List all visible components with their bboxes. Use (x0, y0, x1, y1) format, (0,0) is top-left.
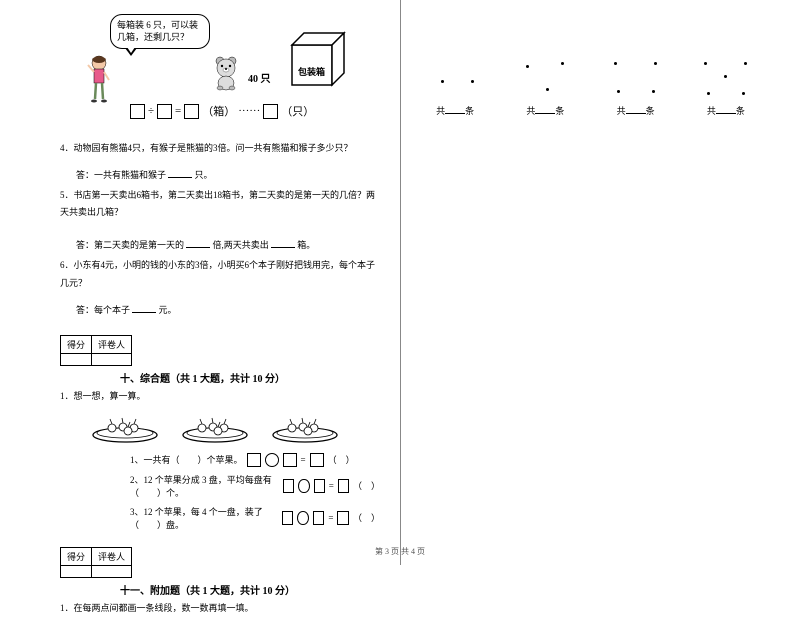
sec10-q1: 1．想一想，算一算。 (60, 388, 380, 405)
blank-box[interactable] (263, 104, 278, 119)
person-illustration (85, 55, 113, 107)
blank-line[interactable] (271, 238, 295, 248)
dot-area[interactable] (511, 50, 579, 100)
section-10-title: 十、综合题（共 1 大题，共计 10 分） (120, 370, 380, 385)
dot-icon (526, 65, 529, 68)
q5-ans-1c: 箱。 (297, 240, 315, 250)
dot-group-label: 共条 (421, 104, 489, 117)
dot-icon (654, 62, 657, 65)
bear-illustration (210, 55, 242, 93)
dot-icon (704, 62, 707, 65)
dot-group: 共条 (421, 50, 489, 117)
divide-sign: ÷ (148, 105, 154, 117)
dot-icon (617, 90, 620, 93)
blank-box[interactable] (184, 104, 199, 119)
blank-box[interactable] (314, 479, 325, 493)
sub-q3-text: 3、12 个苹果，每 4 个一盘，装了（ ）盘。 (130, 505, 278, 531)
dot-icon (614, 62, 617, 65)
score-header: 得分 (61, 335, 92, 353)
plates-row (90, 413, 380, 443)
dot-group: 共条 (692, 50, 760, 117)
unit-only: （只） (281, 103, 314, 119)
dots-groups-row: 共条 共条 共条 共条 (421, 50, 760, 117)
plate-icon (180, 413, 250, 443)
plate-icon (270, 413, 340, 443)
quantity-label: 40 只 (248, 70, 271, 85)
dot-icon (652, 90, 655, 93)
score-cell[interactable] (61, 565, 92, 577)
right-column: 共条 共条 共条 共条 (400, 0, 800, 565)
box-label: 包装箱 (298, 65, 325, 78)
dot-area[interactable] (602, 50, 670, 100)
q6-text: 6．小东有4元，小明的钱的小东的3倍，小明买6个本子刚好把钱用完，每个本子几元？ (60, 257, 380, 291)
blank-line[interactable] (535, 113, 555, 114)
blank-line[interactable] (445, 113, 465, 114)
dot-area[interactable] (692, 50, 760, 100)
blank-box[interactable] (310, 453, 324, 467)
dot-area[interactable] (421, 50, 489, 100)
blank-box[interactable] (247, 453, 261, 467)
sub-q1: 1、一共有（ ）个苹果。 =（ ） (130, 453, 380, 467)
sub-q2: 2、12 个苹果分成 3 盘，平均每盘有（ ）个。 =（ ） (130, 473, 380, 499)
blank-box[interactable] (313, 511, 325, 525)
q5-text: 5．书店第一天卖出6箱书，第二天卖出18箱书，第二天卖的是第一天的几倍？两天共卖… (60, 187, 380, 221)
blank-box[interactable] (130, 104, 145, 119)
dot-group: 共条 (511, 50, 579, 117)
blank-line[interactable] (626, 113, 646, 114)
blank-box[interactable] (337, 511, 349, 525)
dot-group: 共条 (602, 50, 670, 117)
equals-sign: = (175, 105, 181, 117)
sub-q3: 3、12 个苹果，每 4 个一盘，装了（ ）盘。 =（ ） (130, 505, 380, 531)
equation-row: ÷ = （箱） ······ （只） (130, 103, 314, 119)
q4-ans-suffix: 只。 (195, 170, 213, 180)
bubble-text: 每箱装 6 只，可以装几箱，还剩几只？ (117, 20, 198, 42)
plate-icon (90, 413, 160, 443)
blank-box[interactable] (282, 511, 294, 525)
dot-icon (561, 62, 564, 65)
dot-icon (724, 75, 727, 78)
speech-bubble: 每箱装 6 只，可以装几箱，还剩几只？ (110, 14, 210, 49)
blank-box[interactable] (283, 453, 297, 467)
blank-line[interactable] (168, 168, 192, 178)
unit-box: （箱） (202, 103, 235, 119)
blank-line[interactable] (132, 303, 156, 313)
grader-header: 评卷人 (92, 335, 132, 353)
score-cell[interactable] (61, 353, 92, 365)
blank-circle[interactable] (298, 479, 309, 493)
blank-circle[interactable] (265, 453, 279, 467)
dot-group-label: 共条 (602, 104, 670, 117)
dot-group-label: 共条 (692, 104, 760, 117)
box-illustration (282, 25, 352, 97)
section-11-title: 十一、附加题（共 1 大题，共计 10 分） (120, 582, 380, 597)
remainder-dots: ······ (238, 105, 260, 117)
dot-icon (546, 88, 549, 91)
score-table: 得分 评卷人 (60, 335, 132, 366)
q6-ans-suffix: 元。 (159, 305, 177, 315)
blank-box[interactable] (157, 104, 172, 119)
grader-cell[interactable] (92, 565, 132, 577)
dot-icon (441, 80, 444, 83)
dot-icon (742, 92, 745, 95)
dot-icon (707, 92, 710, 95)
page-footer: 第 3 页 共 4 页 (0, 546, 800, 557)
dot-icon (471, 80, 474, 83)
sub-q1-text: 1、一共有（ ）个苹果。 (130, 453, 243, 466)
q6-ans-prefix: 答：每个本子 (76, 305, 130, 315)
q5-ans-1a: 答：第二天卖的是第一天的 (76, 240, 184, 250)
blank-line[interactable] (716, 113, 736, 114)
blank-box[interactable] (283, 479, 294, 493)
grader-cell[interactable] (92, 353, 132, 365)
q5-ans-1b: 倍,两天共卖出 (213, 240, 269, 250)
blank-box[interactable] (338, 479, 349, 493)
q4-text: 4．动物园有熊猫4只，有猴子是熊猫的3倍。问一共有熊猫和猴子多少只？ (60, 140, 380, 157)
left-column: 每箱装 6 只，可以装几箱，还剩几只？ (0, 0, 400, 565)
q4-ans-prefix: 答：一共有熊猫和猴子 (76, 170, 166, 180)
sub-q2-text: 2、12 个苹果分成 3 盘，平均每盘有（ ）个。 (130, 473, 279, 499)
sec11-q1: 1．在每两点间都画一条线段，数一数再填一填。 (60, 600, 380, 617)
blank-line[interactable] (186, 238, 210, 248)
dot-group-label: 共条 (511, 104, 579, 117)
dot-icon (744, 62, 747, 65)
blank-circle[interactable] (297, 511, 309, 525)
word-problems: 4．动物园有熊猫4只，有猴子是熊猫的3倍。问一共有熊猫和猴子多少只？ 答：一共有… (60, 140, 380, 319)
